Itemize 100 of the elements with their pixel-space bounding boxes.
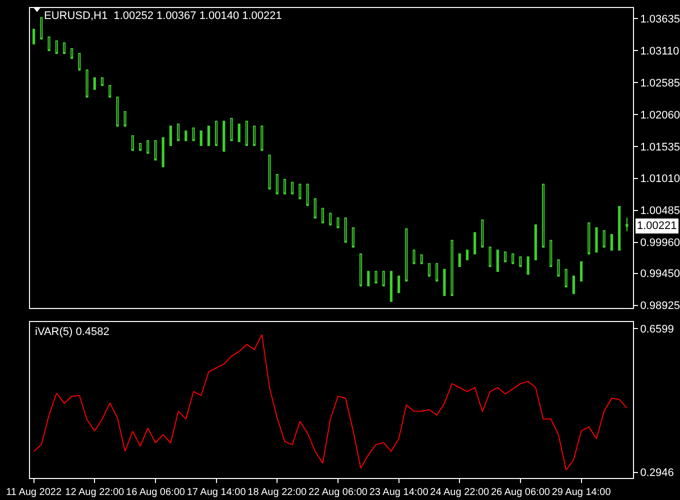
candlestick (192, 128, 195, 142)
candlestick (184, 130, 188, 142)
chart-title: EURUSD,H1 1.00252 1.00367 1.00140 1.00221 (44, 10, 282, 22)
candlestick (557, 259, 560, 277)
candlestick (138, 143, 142, 151)
candlestick (93, 77, 96, 90)
candlestick (450, 240, 454, 296)
candlestick (481, 220, 484, 248)
y-tick-label: 0.2946 (640, 467, 674, 480)
candlestick (86, 69, 88, 98)
candlestick (405, 228, 408, 282)
candlestick (253, 126, 256, 146)
candlestick (154, 140, 157, 161)
candlestick (78, 53, 81, 70)
candlestick (458, 253, 461, 267)
candlestick (40, 17, 43, 40)
candlestick (367, 270, 370, 286)
x-tick-label: 29 Aug 14:00 (552, 487, 612, 498)
candlestick (512, 253, 514, 264)
candlestick (306, 184, 309, 206)
candlestick (108, 84, 112, 98)
x-tick-label: 17 Aug 14:00 (186, 487, 246, 498)
candlestick (618, 206, 621, 251)
candlestick (626, 217, 628, 232)
candlestick (595, 227, 598, 252)
x-tick-label: 26 Aug 06:00 (490, 487, 550, 498)
candlestick (382, 270, 385, 286)
candlestick (610, 234, 614, 251)
candlestick (70, 48, 74, 59)
candlestick (466, 250, 469, 260)
candlestick (344, 218, 347, 243)
candlestick (321, 208, 324, 224)
candlestick (283, 178, 286, 194)
candlestick (124, 111, 126, 127)
candlestick (260, 126, 264, 151)
y-tick-label: 1.02060 (640, 109, 680, 122)
candlestick (176, 124, 180, 142)
candlestick (48, 36, 50, 52)
chart-title: iVAR(5) 0.4582 (35, 326, 110, 338)
candlestick (55, 40, 58, 54)
candlestick (268, 154, 271, 190)
candlestick (32, 28, 36, 44)
candlestick (412, 250, 416, 264)
candlestick (550, 240, 552, 267)
candlestick (131, 135, 134, 151)
candlestick (474, 232, 476, 254)
candlestick (526, 256, 530, 275)
y-tick-label: 1.01535 (640, 141, 680, 154)
y-tick-label: 1.02585 (640, 77, 680, 90)
candlestick (116, 96, 119, 127)
candlestick (222, 120, 226, 152)
candlestick (146, 140, 150, 154)
y-tick-label: 1.03635 (640, 14, 680, 26)
x-tick-label: 11 Aug 2022 (6, 487, 62, 498)
candlestick (62, 42, 66, 54)
candlestick (428, 263, 431, 277)
candlestick (488, 246, 492, 267)
candlestick (436, 263, 438, 282)
x-tick-label: 24 Aug 22:00 (430, 487, 490, 498)
candlestick (580, 261, 583, 282)
candlestick (291, 182, 294, 194)
candlestick (443, 268, 446, 296)
candlestick (245, 120, 248, 146)
y-tick-label: 1.00485 (640, 205, 680, 218)
candlestick (207, 126, 210, 146)
candlestick (162, 137, 164, 168)
candlestick (169, 126, 172, 146)
candlestick (398, 276, 400, 294)
candlestick (572, 276, 575, 294)
candlestick (200, 130, 202, 146)
y-tick-label: 1.01010 (640, 173, 680, 186)
candlestick (314, 198, 316, 219)
y-tick-label: 0.6599 (640, 324, 674, 336)
candlestick (329, 212, 332, 226)
candlestick (390, 270, 392, 302)
x-tick-label: 22 Aug 06:00 (308, 487, 368, 498)
candlestick (336, 218, 340, 228)
x-tick-label: 23 Aug 14:00 (369, 487, 429, 498)
candlestick (298, 184, 302, 200)
candlestick (230, 118, 233, 142)
candlestick (588, 222, 590, 254)
candlestick (602, 230, 606, 248)
candlestick (519, 256, 522, 267)
candlestick (420, 254, 423, 264)
y-tick-label: 0.98925 (640, 300, 680, 312)
y-tick-label: 0.99960 (640, 237, 680, 250)
x-tick-label: 12 Aug 22:00 (65, 487, 125, 498)
candlestick (359, 253, 362, 286)
candlestick (504, 251, 507, 262)
x-tick-label: 18 Aug 22:00 (248, 487, 308, 498)
x-tick-label: 16 Aug 06:00 (126, 487, 186, 498)
candlestick (238, 124, 240, 142)
candlestick (374, 270, 378, 284)
candlestick (496, 250, 499, 272)
candlestick (542, 184, 545, 248)
candlestick (215, 120, 218, 146)
text: 1.00221 (637, 220, 677, 232)
candlestick (352, 227, 354, 248)
candlestick (534, 224, 537, 260)
y-tick-label: 1.03110 (640, 45, 680, 58)
